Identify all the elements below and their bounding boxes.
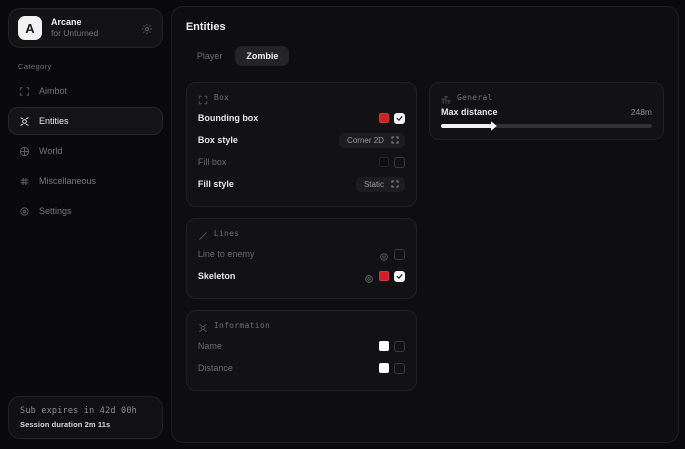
gear-icon [19, 206, 30, 217]
main-panel: Entities Player Zombie Box Bounding box [170, 6, 679, 443]
box-corners-icon [391, 136, 399, 144]
color-swatch[interactable] [378, 157, 389, 167]
avatar: A [18, 16, 42, 40]
row-box-style[interactable]: Box style Corner 2D [198, 129, 405, 151]
slider-max-distance[interactable] [440, 121, 652, 131]
profile-name: Arcane [51, 17, 82, 28]
row-controls [364, 270, 405, 283]
row-skeleton[interactable]: Skeleton [198, 265, 405, 287]
row-bounding-box[interactable]: Bounding box [198, 107, 405, 129]
info-target-icon [198, 320, 208, 332]
box-corners-icon [198, 92, 208, 105]
color-swatch[interactable] [378, 113, 389, 123]
card-information: Information Name Distance [185, 310, 417, 391]
row-controls [378, 156, 405, 168]
row-distance[interactable]: Distance [198, 357, 405, 379]
sub-expiry-text: Sub expires in 42d 00h [20, 406, 137, 416]
sidebar-item-entities[interactable]: Entities [8, 107, 163, 135]
card-title: Box [213, 92, 230, 102]
session-duration-text: Session duration 2m 11s [20, 420, 111, 429]
sidebar-item-aimbot[interactable]: Aimbot [8, 77, 163, 105]
color-swatch[interactable] [378, 341, 389, 351]
checkbox[interactable] [393, 340, 405, 352]
profile-text: Arcane for Unturned [51, 17, 132, 38]
row-label: Fill style [197, 179, 234, 189]
checkbox[interactable] [393, 248, 405, 260]
globe-icon [19, 146, 30, 157]
checkbox[interactable] [393, 362, 405, 374]
card-title: Lines [213, 228, 240, 238]
row-label: Box style [197, 135, 238, 145]
row-label: Distance [197, 363, 233, 373]
sliders-icon [441, 92, 451, 104]
row-label: Skeleton [197, 271, 236, 281]
card-general: General Max distance 248m [428, 82, 664, 140]
profile-subtitle: for Unturned [51, 27, 99, 38]
row-controls [378, 362, 405, 374]
entities-icon [19, 116, 30, 127]
gear-icon[interactable] [379, 249, 389, 261]
dropdown-fill-style[interactable]: Static [355, 176, 405, 192]
checkbox[interactable] [393, 156, 405, 168]
tab-zombie[interactable]: Zombie [235, 46, 290, 66]
tab-bar: Player Zombie [186, 46, 664, 66]
card-title: General [456, 92, 493, 102]
sidebar-item-world[interactable]: World [8, 137, 163, 165]
row-controls [379, 248, 405, 261]
settings-columns: Box Bounding box Box style Corner 2D [185, 82, 664, 391]
sidebar-item-label: World [39, 146, 63, 156]
card-title: Information [213, 320, 271, 330]
dropdown-value: Corner 2D [347, 135, 384, 145]
sidebar-item-label: Aimbot [39, 86, 68, 96]
puzzle-icon [19, 176, 30, 187]
slider-value: 248m [630, 107, 652, 117]
card-box: Box Bounding box Box style Corner 2D [185, 82, 417, 207]
row-controls [378, 340, 405, 352]
color-swatch[interactable] [378, 363, 389, 373]
sidebar-item-miscellaneous[interactable]: Miscellaneous [8, 167, 163, 195]
left-column: Box Bounding box Box style Corner 2D [185, 82, 417, 391]
row-controls [378, 112, 405, 124]
row-label: Fill box [197, 157, 227, 167]
card-lines: Lines Line to enemy Skeleton [185, 218, 417, 299]
status-card: Sub expires in 42d 00h Session duration … [8, 396, 163, 439]
slider-fill [440, 124, 494, 128]
slider-thumb[interactable] [490, 121, 497, 131]
card-header: Information [198, 320, 405, 332]
category-label: Category [18, 62, 52, 71]
sidebar-item-settings[interactable]: Settings [8, 197, 163, 225]
fill-icon [391, 180, 399, 188]
row-label: Line to enemy [197, 249, 255, 259]
profile-card[interactable]: A Arcane for Unturned [8, 8, 163, 48]
dropdown-box-style[interactable]: Corner 2D [339, 132, 405, 148]
right-column: General Max distance 248m [428, 82, 664, 140]
checkbox[interactable] [393, 112, 405, 124]
gear-icon[interactable] [364, 271, 374, 283]
line-icon [198, 228, 208, 240]
sidebar-item-label: Miscellaneous [39, 176, 97, 186]
dropdown-value: Static [363, 179, 384, 189]
slider-label: Max distance [440, 107, 498, 117]
sidebar-item-label: Settings [39, 206, 72, 216]
slider-max-distance-header: Max distance 248m [441, 107, 652, 117]
card-header: Box [198, 92, 405, 105]
row-label: Bounding box [197, 113, 259, 123]
card-header: Lines [198, 228, 405, 240]
tab-player[interactable]: Player [196, 51, 223, 61]
row-line-to-enemy[interactable]: Line to enemy [198, 243, 405, 265]
checkbox[interactable] [393, 270, 405, 282]
row-fill-style[interactable]: Fill style Static [198, 173, 405, 195]
sidebar-nav: Aimbot Entities World Miscellaneous Sett [8, 77, 163, 225]
sidebar: A Arcane for Unturned Category Aimbot En… [0, 0, 171, 449]
card-header: General [441, 92, 652, 104]
sidebar-item-label: Entities [39, 116, 69, 126]
color-swatch[interactable] [378, 271, 389, 281]
crosshair-icon [19, 86, 30, 97]
row-name[interactable]: Name [198, 335, 405, 357]
row-fill-box[interactable]: Fill box [198, 151, 405, 173]
row-label: Name [197, 341, 222, 351]
page-title: Entities [185, 21, 226, 33]
gear-icon[interactable] [141, 22, 153, 34]
